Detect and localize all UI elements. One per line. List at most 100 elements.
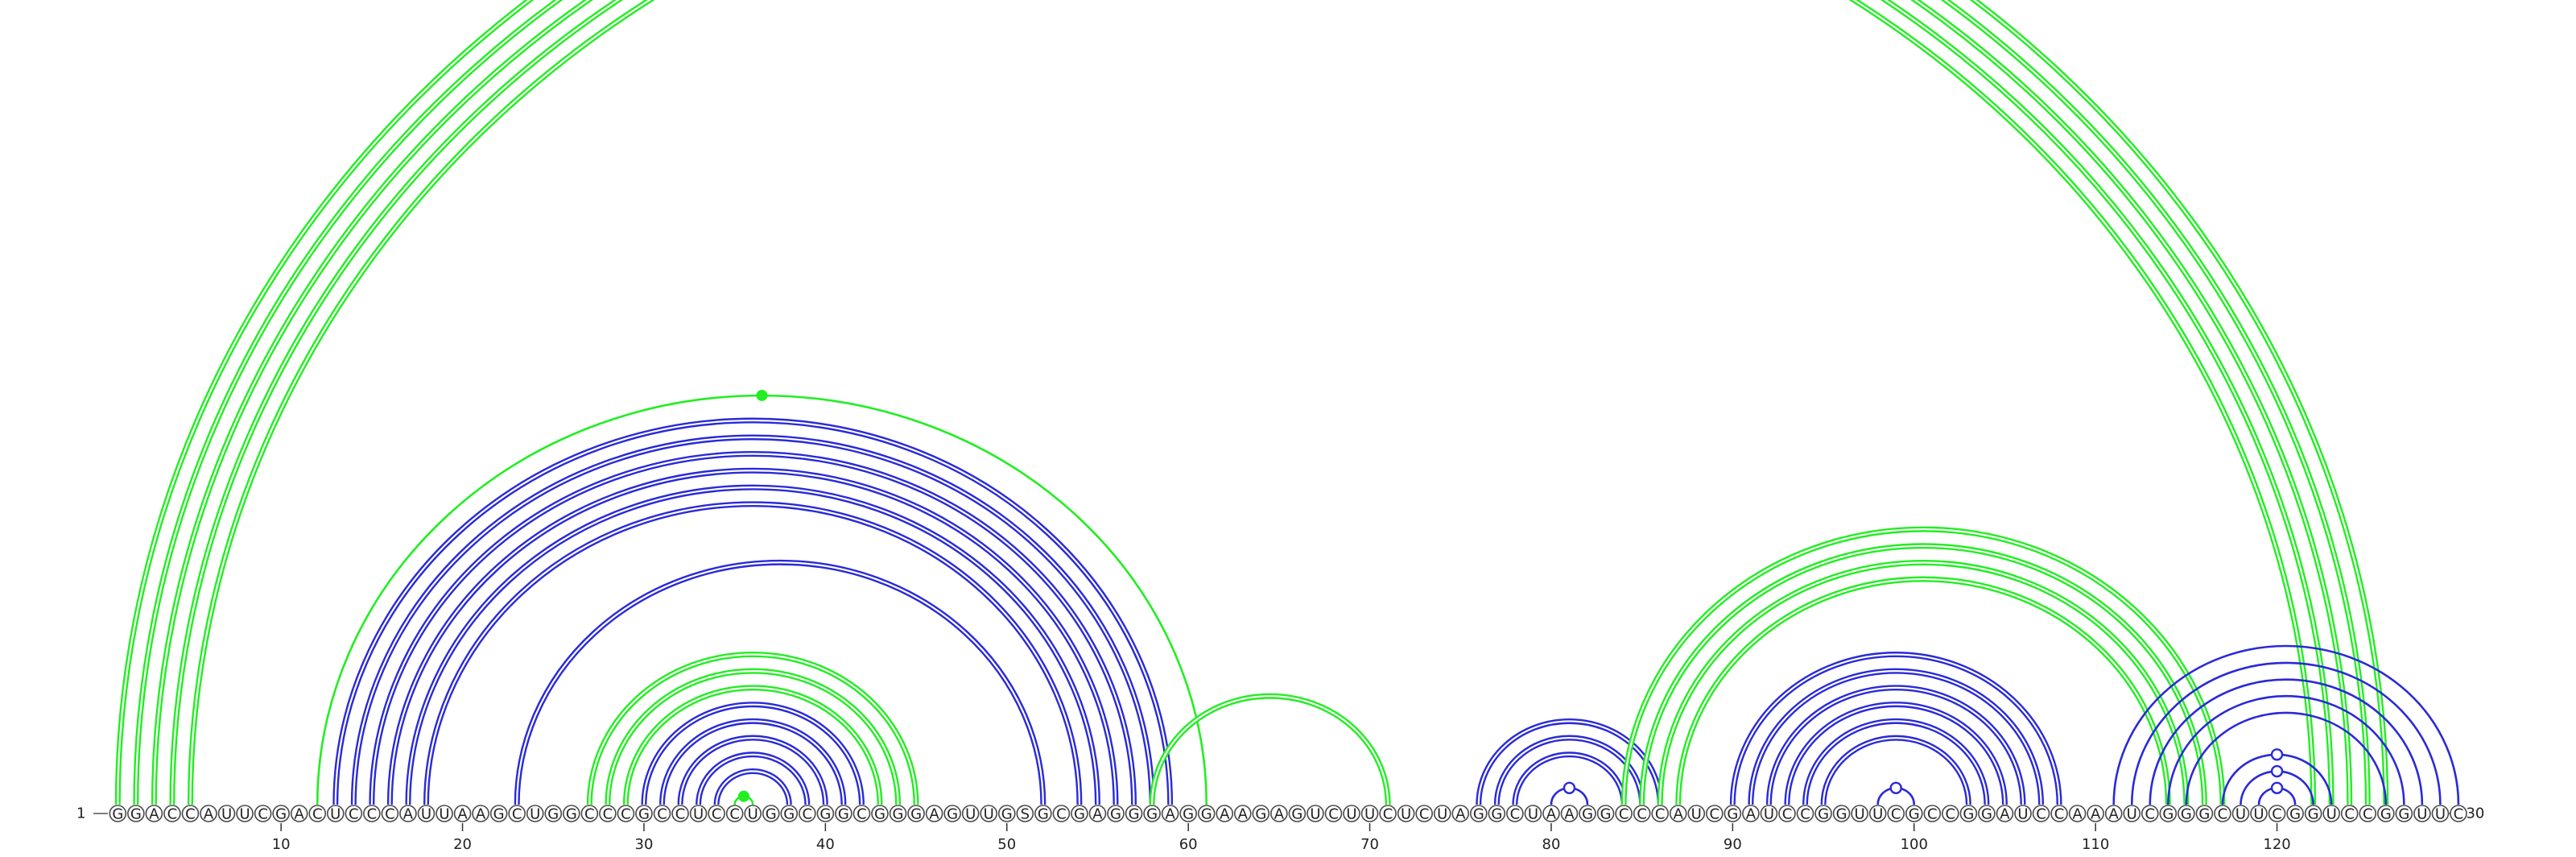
nucleotide-circle: [1651, 805, 1669, 822]
nucleotide-circle: [2395, 805, 2413, 822]
nucleotide: U: [1851, 805, 1868, 823]
nucleotide: U: [689, 805, 708, 823]
nucleotide-letter: C: [657, 806, 667, 823]
nucleotide-circle: [163, 805, 181, 822]
nucleotide-circle: [1451, 805, 1470, 822]
nucleotide-circle: [1488, 805, 1506, 822]
nucleotide: U: [2123, 805, 2141, 823]
nucleotide-circle: [744, 805, 762, 822]
nucleotide-letter: A: [929, 806, 939, 823]
nucleotide-letter: U: [984, 806, 994, 823]
nucleotide-letter: C: [1619, 806, 1629, 823]
pair-marker: [737, 790, 749, 802]
base-pair-arc-inner: [1659, 561, 2187, 805]
nucleotide: C: [1506, 805, 1524, 823]
nucleotide-circle: [1052, 805, 1071, 822]
nucleotide: C: [1923, 805, 1942, 823]
nucleotide: G: [762, 805, 780, 823]
nucleotide-circle: [1433, 805, 1451, 822]
nucleotide: C: [1706, 805, 1724, 823]
nucleotide-letter: G: [2398, 806, 2409, 823]
nucleotide-letter: C: [1383, 806, 1393, 823]
nucleotide: C: [508, 805, 526, 823]
nucleotide-circle: [852, 805, 871, 822]
nucleotide-circle: [1560, 805, 1579, 822]
nucleotide-letter: C: [2218, 806, 2228, 823]
nucleotide-circle: [1270, 805, 1288, 822]
nucleotide: C: [1796, 805, 1814, 823]
nucleotide-circle: [1324, 805, 1343, 822]
nucleotide-letter: C: [675, 806, 686, 823]
nucleotide: G: [272, 805, 290, 823]
base-pair-arc-inner: [679, 736, 827, 805]
nucleotide-circle: [2268, 805, 2286, 822]
nucleotide-letter: G: [566, 806, 577, 823]
nucleotide: G: [1125, 805, 1143, 823]
position-tick-label: 30: [635, 836, 654, 853]
nucleotide: C: [308, 805, 327, 823]
nucleotide: U: [2231, 805, 2250, 823]
nucleotide-circle: [1796, 805, 1814, 822]
nucleotide-letter: A: [457, 806, 468, 823]
nucleotide-letter: G: [874, 806, 886, 823]
nucleotide-letter: C: [729, 806, 740, 823]
nucleotide-circle: [526, 805, 544, 822]
position-tick-label: 50: [997, 836, 1016, 853]
nucleotide-letter: U: [1437, 806, 1447, 823]
nucleotide: C: [2359, 805, 2377, 823]
nucleotide-letter: A: [2072, 806, 2083, 823]
nucleotide: C: [799, 805, 816, 823]
nucleotide-circle: [1360, 805, 1379, 822]
pair-marker: [2270, 764, 2284, 778]
nucleotide-circle: [889, 805, 907, 822]
base-pair-arc-inner: [1641, 544, 2206, 805]
nucleotide: C: [181, 805, 200, 823]
nucleotide: G: [127, 805, 145, 823]
nucleotide-circle: [2450, 805, 2467, 822]
nucleotide-letter: U: [2017, 806, 2028, 823]
base-pair-arc-inner: [1496, 736, 1643, 805]
nucleotide: U: [2413, 805, 2431, 823]
pair-marker: [1889, 781, 1902, 794]
nucleotide: G: [2286, 805, 2304, 823]
nucleotide-letter: G: [1727, 806, 1738, 823]
nucleotide: U: [1868, 805, 1887, 823]
nucleotide-letter: C: [1328, 806, 1339, 823]
nucleotide-letter: G: [2308, 806, 2319, 823]
nucleotide: C: [345, 805, 363, 823]
nucleotide: G: [2178, 805, 2195, 823]
nucleotide-circle: [1016, 805, 1034, 822]
nucleotide: G: [835, 805, 852, 823]
nucleotide-circle: [1760, 805, 1778, 822]
nucleotide-circle: [1832, 805, 1851, 822]
nucleotide-circle: [1579, 805, 1596, 822]
nucleotide: A: [1996, 805, 2014, 823]
nucleotide-circle: [2359, 805, 2377, 822]
nucleotide-circle: [635, 805, 653, 822]
nucleotide-circle: [1307, 805, 1324, 822]
base-pair-arc-inner: [117, 0, 2387, 805]
nucleotide: U: [2250, 805, 2268, 823]
nucleotide-circle: [399, 805, 417, 822]
nucleotide-letter: G: [1818, 806, 1829, 823]
nucleotide-letter: A: [403, 806, 414, 823]
nucleotide: C: [1887, 805, 1905, 823]
nucleotide-circle: [1197, 805, 1216, 822]
nucleotide-letter: G: [1038, 806, 1049, 823]
start-label: 1: [76, 805, 85, 822]
nucleotide-circle: [1724, 805, 1742, 822]
nucleotide: G: [1832, 805, 1851, 823]
base-pair-arcs: [114, 0, 2460, 805]
nucleotide-letter: G: [947, 806, 958, 823]
nucleotide-circle: [1161, 805, 1179, 822]
nucleotide-circle: [580, 805, 599, 822]
position-tick-label: 80: [1542, 836, 1561, 853]
nucleotide: C: [1379, 805, 1397, 823]
nucleotide: G: [2377, 805, 2395, 823]
nucleotide-letter: S: [1021, 806, 1030, 823]
nucleotide-circle: [417, 805, 436, 822]
nucleotide-circle: [1143, 805, 1161, 822]
nucleotide-letter: G: [1001, 806, 1013, 823]
nucleotide-letter: C: [2272, 806, 2282, 823]
nucleotide-letter: U: [2235, 806, 2246, 823]
